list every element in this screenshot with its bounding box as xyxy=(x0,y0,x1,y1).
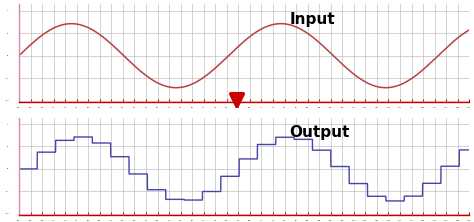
Text: Output: Output xyxy=(289,125,349,141)
FancyArrowPatch shape xyxy=(231,94,243,106)
Text: Input: Input xyxy=(289,12,335,27)
